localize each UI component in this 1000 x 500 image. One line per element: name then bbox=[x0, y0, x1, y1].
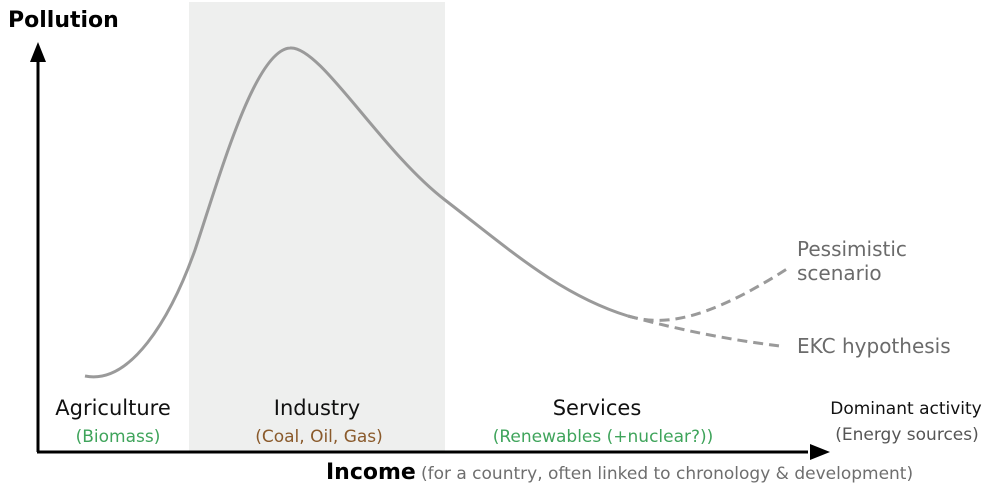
pessimistic-label-line1: Pessimistic bbox=[797, 237, 907, 261]
stage-agriculture-energy: (Biomass) bbox=[75, 427, 161, 447]
stage-agriculture-label: Agriculture bbox=[55, 396, 171, 420]
dominant-activity-label: Dominant activity bbox=[830, 399, 982, 419]
stage-industry-label: Industry bbox=[273, 396, 361, 420]
ekc-hypothesis-line bbox=[627, 314, 781, 348]
ekc-curve bbox=[84, 46, 629, 379]
stage-services-label: Services bbox=[552, 396, 642, 420]
stage-services-energy: (Renewables (+nuclear?)) bbox=[492, 427, 714, 447]
industry-band bbox=[189, 2, 445, 451]
x-axis-label: Income bbox=[326, 460, 416, 485]
x-axis-arrowhead bbox=[810, 444, 830, 460]
stage-industry-energy: (Coal, Oil, Gas) bbox=[255, 427, 383, 447]
ekc-hypothesis-label: EKC hypothesis bbox=[797, 334, 951, 358]
energy-sources-label: (Energy sources) bbox=[835, 425, 979, 445]
x-axis-note: (for a country, often linked to chronolo… bbox=[420, 464, 914, 484]
pessimistic-label-line2: scenario bbox=[797, 260, 882, 285]
y-axis-label: Pollution bbox=[8, 8, 119, 33]
pessimistic-scenario-label: Pessimistic scenario bbox=[797, 237, 907, 285]
y-axis-arrowhead bbox=[30, 42, 46, 62]
x-axis-label-group: Income (for a country, often linked to c… bbox=[326, 462, 913, 484]
pessimistic-scenario-line bbox=[627, 265, 791, 322]
